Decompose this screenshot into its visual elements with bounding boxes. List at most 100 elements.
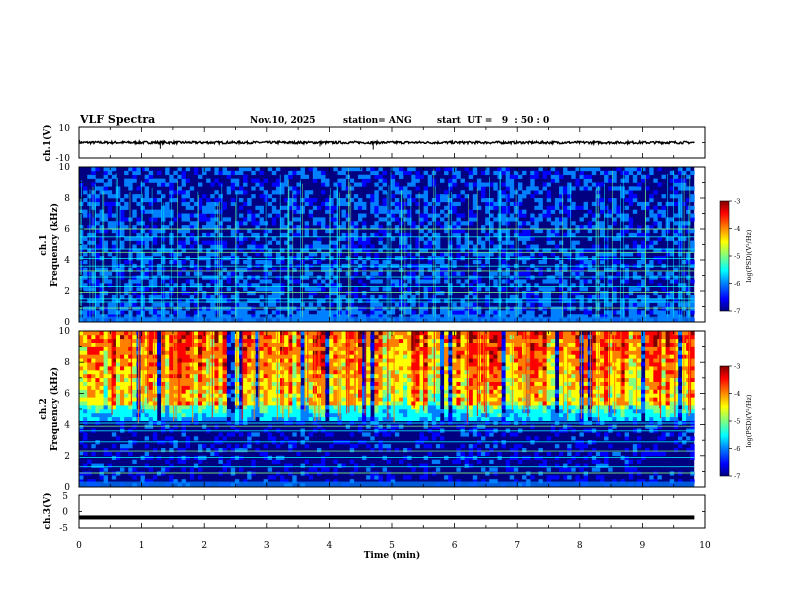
spectrogram-cell bbox=[169, 463, 174, 468]
spectrogram-cell bbox=[284, 385, 289, 390]
spectrogram-cell bbox=[292, 366, 297, 371]
spectrogram-cell bbox=[517, 186, 523, 191]
spectrogram-cell bbox=[308, 209, 314, 214]
spectrogram-cell bbox=[624, 205, 630, 210]
spectrogram-cell bbox=[333, 298, 338, 303]
spectrogram-cell bbox=[575, 291, 580, 296]
spectrogram-cell bbox=[526, 186, 531, 191]
spectrogram-cell bbox=[103, 451, 109, 457]
spectrogram-cell bbox=[296, 401, 301, 406]
spectrogram-cell bbox=[370, 225, 375, 230]
spectrogram-cell bbox=[312, 306, 318, 311]
spectrogram-cell bbox=[349, 370, 355, 375]
spectrogram-cell bbox=[193, 271, 199, 276]
spectrogram-cell bbox=[464, 240, 470, 245]
spectrogram-cell bbox=[460, 302, 465, 307]
spectrogram-cell bbox=[79, 412, 84, 418]
spectrogram-cell bbox=[378, 267, 383, 272]
spectrogram-cell bbox=[415, 244, 420, 249]
spectrogram-cell bbox=[169, 436, 174, 441]
spectrogram-cell bbox=[206, 178, 211, 183]
spectrogram-cell bbox=[600, 260, 605, 265]
spectrogram-cell bbox=[259, 362, 264, 367]
spectrogram-cell bbox=[407, 232, 412, 238]
spectrogram-cell bbox=[193, 310, 199, 315]
spectrogram-cell bbox=[210, 201, 215, 207]
spectrogram-cell bbox=[312, 314, 318, 319]
spectrogram-cell bbox=[111, 167, 117, 172]
spectrogram-cell bbox=[103, 314, 109, 319]
spectrogram-cell bbox=[124, 412, 129, 418]
spectrogram-cell bbox=[177, 350, 182, 355]
spectrogram-cell bbox=[152, 225, 158, 230]
spectrogram-cell bbox=[542, 209, 547, 214]
spectrogram-cell bbox=[284, 205, 289, 210]
spectrogram-cell bbox=[677, 221, 683, 226]
spectrogram-cell bbox=[156, 310, 162, 315]
spectrogram-cell bbox=[579, 260, 584, 265]
spectrogram-cell bbox=[210, 306, 215, 311]
spectrogram-cell bbox=[144, 209, 150, 214]
spectrogram-cell bbox=[91, 240, 96, 245]
spectrogram-cell bbox=[628, 232, 634, 238]
spectrogram-cell bbox=[95, 302, 100, 307]
spectrogram-cell bbox=[214, 440, 219, 445]
spectrogram-cell bbox=[345, 416, 351, 421]
spectrogram-cell bbox=[87, 279, 92, 284]
spectrogram-cell bbox=[251, 416, 256, 421]
spectrogram-cell bbox=[661, 194, 666, 199]
spectrogram-cell bbox=[608, 283, 613, 288]
spectrogram-cell bbox=[247, 432, 252, 437]
spectrogram-cell bbox=[669, 279, 675, 284]
spectrogram-cell bbox=[353, 194, 359, 199]
spectrogram-cell bbox=[206, 338, 211, 343]
spectrogram-cell bbox=[448, 167, 453, 172]
spectrogram-cell bbox=[329, 358, 334, 363]
spectrogram-cell bbox=[476, 240, 482, 245]
spectrogram-cell bbox=[329, 287, 334, 292]
spectrogram-cell bbox=[226, 444, 232, 449]
spectrogram-cell bbox=[189, 366, 195, 371]
spectrogram-cell bbox=[173, 424, 178, 429]
spectrogram-cell bbox=[185, 370, 191, 375]
spectrogram-cell bbox=[341, 366, 346, 371]
spectrogram-cell bbox=[485, 205, 490, 210]
spectrogram-cell bbox=[144, 334, 150, 340]
spectrogram-cell bbox=[321, 389, 326, 394]
spectrogram-cell bbox=[612, 275, 617, 280]
spectrogram-cell bbox=[115, 409, 121, 414]
spectrogram-cell bbox=[690, 205, 695, 210]
spectrogram-cell bbox=[156, 455, 162, 460]
spectrogram-cell bbox=[612, 298, 617, 303]
spectrogram-cell bbox=[226, 279, 232, 284]
spectrogram-cell bbox=[115, 401, 121, 406]
spectrogram-cell bbox=[517, 306, 523, 311]
spectrogram-cell bbox=[641, 314, 646, 319]
spectrogram-cell bbox=[288, 338, 293, 343]
spectrogram-cell bbox=[111, 213, 117, 218]
spectrogram-cell bbox=[91, 412, 96, 418]
spectrogram-cell bbox=[337, 463, 342, 468]
spectrogram-cell bbox=[308, 338, 314, 343]
spectrogram-cell bbox=[148, 405, 154, 410]
spectrogram-cell bbox=[136, 267, 141, 272]
spectrogram-cell bbox=[91, 389, 96, 394]
spectrogram-cell bbox=[296, 373, 301, 379]
spectrogram-cell bbox=[604, 178, 609, 183]
spectrogram-cell bbox=[275, 405, 281, 410]
spectrogram-cell bbox=[526, 221, 531, 226]
spectrogram-cell bbox=[624, 170, 630, 176]
spectrogram-cell bbox=[608, 252, 613, 257]
spectrogram-cell bbox=[95, 294, 100, 300]
spectrogram-cell bbox=[111, 362, 117, 367]
spectrogram-cell bbox=[468, 174, 474, 179]
spectrogram-cell bbox=[620, 190, 625, 195]
spectrogram-cell bbox=[345, 405, 351, 410]
spectrogram-cell bbox=[357, 306, 363, 311]
spectrogram-cell bbox=[538, 287, 543, 292]
spectrogram-cell bbox=[284, 334, 289, 340]
spectrogram-cell bbox=[156, 377, 162, 382]
spectrogram-cell bbox=[255, 244, 260, 249]
spectrogram-cell bbox=[563, 205, 568, 210]
spectrogram-cell bbox=[321, 401, 326, 406]
